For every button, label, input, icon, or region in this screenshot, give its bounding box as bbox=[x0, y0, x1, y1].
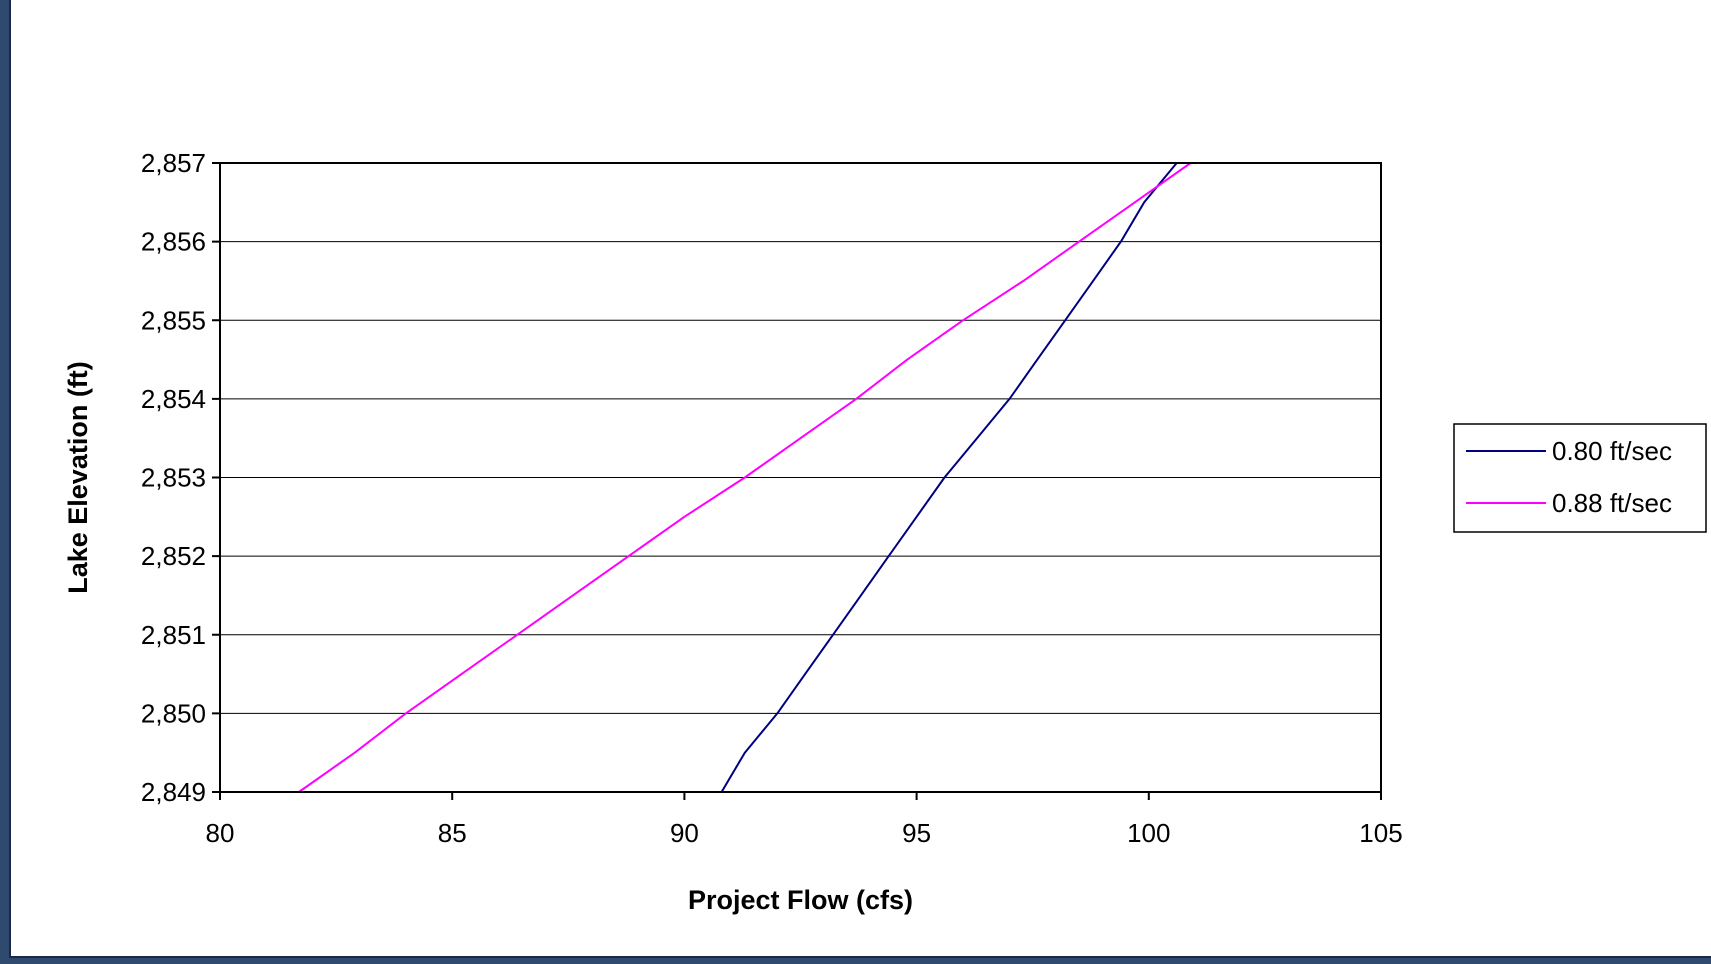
legend-label-0: 0.80 ft/sec bbox=[1552, 436, 1672, 466]
series-line-1 bbox=[298, 162, 1192, 793]
x-tick-label-4: 100 bbox=[1127, 818, 1170, 848]
y-tick-label-7: 2,856 bbox=[141, 227, 206, 257]
y-tick-label-1: 2,850 bbox=[141, 698, 206, 728]
grid-layer bbox=[220, 162, 1381, 793]
chart-frame: 2,849 2,850 2,851 2,852 2,853 2,854 2,855 2,856… bbox=[9, 0, 1711, 958]
x-tick-label-2: 90 bbox=[670, 818, 699, 848]
y-tick-label-4: 2,853 bbox=[141, 463, 206, 493]
series-line-0 bbox=[720, 162, 1178, 793]
y-axis-title: Lake Elevation (ft) bbox=[63, 361, 93, 594]
y-tick-label-3: 2,852 bbox=[141, 541, 206, 571]
y-tick-label-5: 2,854 bbox=[141, 384, 206, 414]
tick-layer: 2,849 2,850 2,851 2,852 2,853 2,854 2,855 2,856… bbox=[141, 148, 1403, 848]
legend-box bbox=[1453, 423, 1707, 533]
legend: 0.80 ft/sec 0.88 ft/sec bbox=[1453, 423, 1707, 533]
x-tick-label-3: 95 bbox=[902, 818, 931, 848]
legend-label-1: 0.88 ft/sec bbox=[1552, 488, 1672, 518]
y-tick-label-0: 2,849 bbox=[141, 777, 206, 807]
series-layer bbox=[298, 162, 1192, 793]
y-tick-label-6: 2,855 bbox=[141, 305, 206, 335]
y-tick-label-8: 2,857 bbox=[141, 148, 206, 178]
y-tick-label-2: 2,851 bbox=[141, 620, 206, 650]
x-tick-label-0: 80 bbox=[206, 818, 235, 848]
x-axis-title: Project Flow (cfs) bbox=[688, 885, 913, 915]
x-tick-label-5: 105 bbox=[1359, 818, 1402, 848]
x-tick-label-1: 85 bbox=[438, 818, 467, 848]
line-chart: 2,849 2,850 2,851 2,852 2,853 2,854 2,855 2,856… bbox=[63, 148, 1707, 915]
